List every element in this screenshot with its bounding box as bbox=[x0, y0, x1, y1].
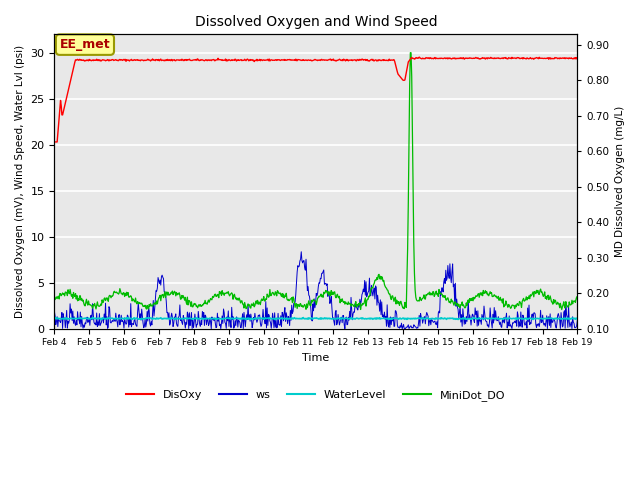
Y-axis label: MD Dissolved Oxygen (mg/L): MD Dissolved Oxygen (mg/L) bbox=[615, 106, 625, 257]
Y-axis label: Dissolved Oxygen (mV), Wind Speed, Water Lvl (psi): Dissolved Oxygen (mV), Wind Speed, Water… bbox=[15, 45, 25, 318]
X-axis label: Time: Time bbox=[302, 353, 330, 363]
Text: EE_met: EE_met bbox=[60, 38, 110, 51]
Title: Dissolved Oxygen and Wind Speed: Dissolved Oxygen and Wind Speed bbox=[195, 15, 437, 29]
Legend: DisOxy, ws, WaterLevel, MiniDot_DO: DisOxy, ws, WaterLevel, MiniDot_DO bbox=[122, 386, 510, 406]
